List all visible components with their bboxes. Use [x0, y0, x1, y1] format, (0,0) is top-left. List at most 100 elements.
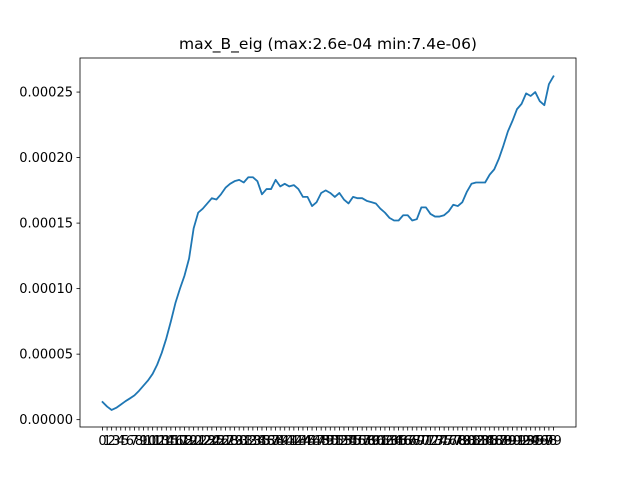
- x-tick-label: 52: [331, 434, 348, 449]
- x-tick-label: 26: [213, 434, 230, 449]
- x-tick-label: 34: [249, 434, 266, 449]
- x-tick-label: 16: [167, 434, 184, 449]
- x-tick-label: 23: [199, 434, 216, 449]
- x-tick-label: 40: [276, 434, 293, 449]
- x-tick-label: 4: [117, 434, 125, 449]
- x-tick-label: 50: [322, 434, 339, 449]
- x-tick-label: 53: [336, 434, 353, 449]
- x-tick-label: 82: [468, 434, 485, 449]
- x-tick-label: 46: [304, 434, 321, 449]
- x-tick-label: 64: [386, 434, 403, 449]
- x-tick-label: 1: [103, 434, 111, 449]
- x-tick-label: 81: [463, 434, 480, 449]
- x-tick-label: 65: [390, 434, 407, 449]
- x-tick-label: 14: [158, 434, 175, 449]
- x-tick-label: 51: [327, 434, 344, 449]
- x-tick-label: 76: [440, 434, 457, 449]
- x-tick-label: 75: [436, 434, 453, 449]
- x-tick-label: 78: [450, 434, 467, 449]
- x-tick-label: 17: [172, 434, 189, 449]
- x-axis: 0123456789101112131415161718192021222324…: [98, 427, 562, 449]
- x-tick-label: 3: [112, 434, 120, 449]
- x-tick-label: 97: [536, 434, 553, 449]
- series-line: [101, 75, 555, 411]
- x-tick-label: 2: [108, 434, 116, 449]
- x-tick-label: 87: [491, 434, 508, 449]
- x-tick-label: 80: [459, 434, 476, 449]
- x-tick-label: 19: [181, 434, 198, 449]
- x-tick-label: 84: [477, 434, 494, 449]
- x-tick-label: 95: [527, 434, 544, 449]
- chart-title: max_B_eig (max:2.6e-04 min:7.4e-06): [179, 35, 477, 54]
- y-tick-label: 0.00000: [19, 413, 73, 428]
- x-tick-label: 72: [422, 434, 439, 449]
- x-tick-label: 73: [427, 434, 444, 449]
- x-tick-label: 30: [231, 434, 248, 449]
- series-group: [101, 75, 555, 411]
- x-tick-label: 66: [395, 434, 412, 449]
- x-tick-label: 69: [409, 434, 426, 449]
- y-tick-label: 0.00005: [19, 348, 73, 363]
- x-tick-label: 74: [431, 434, 448, 449]
- x-tick-label: 88: [495, 434, 512, 449]
- x-tick-label: 5: [121, 434, 129, 449]
- x-tick-label: 83: [472, 434, 489, 449]
- x-tick-label: 36: [258, 434, 275, 449]
- x-tick-label: 22: [194, 434, 211, 449]
- x-tick-label: 35: [254, 434, 271, 449]
- x-tick-label: 29: [226, 434, 243, 449]
- y-tick-label: 0.00010: [19, 282, 73, 297]
- x-tick-label: 39: [272, 434, 289, 449]
- x-tick-label: 57: [354, 434, 371, 449]
- x-tick-label: 60: [368, 434, 385, 449]
- plot-frame: [79, 57, 577, 428]
- x-tick-label: 24: [204, 434, 221, 449]
- x-tick-label: 63: [381, 434, 398, 449]
- x-tick-label: 56: [349, 434, 366, 449]
- x-tick-label: 68: [404, 434, 421, 449]
- x-tick-label: 62: [377, 434, 394, 449]
- x-tick-label: 37: [263, 434, 280, 449]
- x-tick-label: 7: [130, 434, 138, 449]
- x-tick-label: 90: [504, 434, 521, 449]
- x-tick-label: 31: [235, 434, 252, 449]
- x-tick-label: 92: [513, 434, 530, 449]
- x-tick-label: 70: [413, 434, 430, 449]
- x-tick-label: 33: [245, 434, 262, 449]
- y-tick-label: 0.00020: [19, 151, 73, 166]
- x-tick-label: 67: [399, 434, 416, 449]
- x-tick-label: 12: [149, 434, 166, 449]
- x-tick-label: 38: [267, 434, 284, 449]
- x-tick-label: 28: [222, 434, 239, 449]
- x-tick-label: 59: [363, 434, 380, 449]
- x-tick-label: 99: [545, 434, 562, 449]
- x-tick-label: 43: [290, 434, 307, 449]
- x-tick-label: 11: [144, 434, 161, 449]
- x-tick-label: 54: [340, 434, 357, 449]
- x-tick-label: 44: [295, 434, 312, 449]
- x-tick-label: 6: [126, 434, 134, 449]
- x-tick-label: 20: [185, 434, 202, 449]
- x-tick-label: 94: [522, 434, 539, 449]
- x-tick-label: 89: [500, 434, 517, 449]
- x-tick-label: 27: [217, 434, 234, 449]
- x-tick-label: 32: [240, 434, 257, 449]
- y-axis: 0.00000 0.00005 0.00010 0.00015 0.00020 0.000…: [19, 86, 80, 428]
- x-tick-label: 98: [541, 434, 558, 449]
- x-tick-label: 85: [481, 434, 498, 449]
- x-tick-label: 21: [190, 434, 207, 449]
- x-tick-label: 55: [345, 434, 362, 449]
- x-tick-label: 77: [445, 434, 462, 449]
- x-tick-label: 13: [153, 434, 170, 449]
- x-tick-label: 49: [317, 434, 334, 449]
- y-tick-label: 0.00015: [19, 217, 73, 232]
- x-tick-label: 18: [176, 434, 193, 449]
- x-tick-label: 48: [313, 434, 330, 449]
- x-tick-label: 96: [532, 434, 549, 449]
- x-tick-label: 61: [372, 434, 389, 449]
- x-tick-label: 42: [286, 434, 303, 449]
- x-tick-label: 10: [140, 434, 157, 449]
